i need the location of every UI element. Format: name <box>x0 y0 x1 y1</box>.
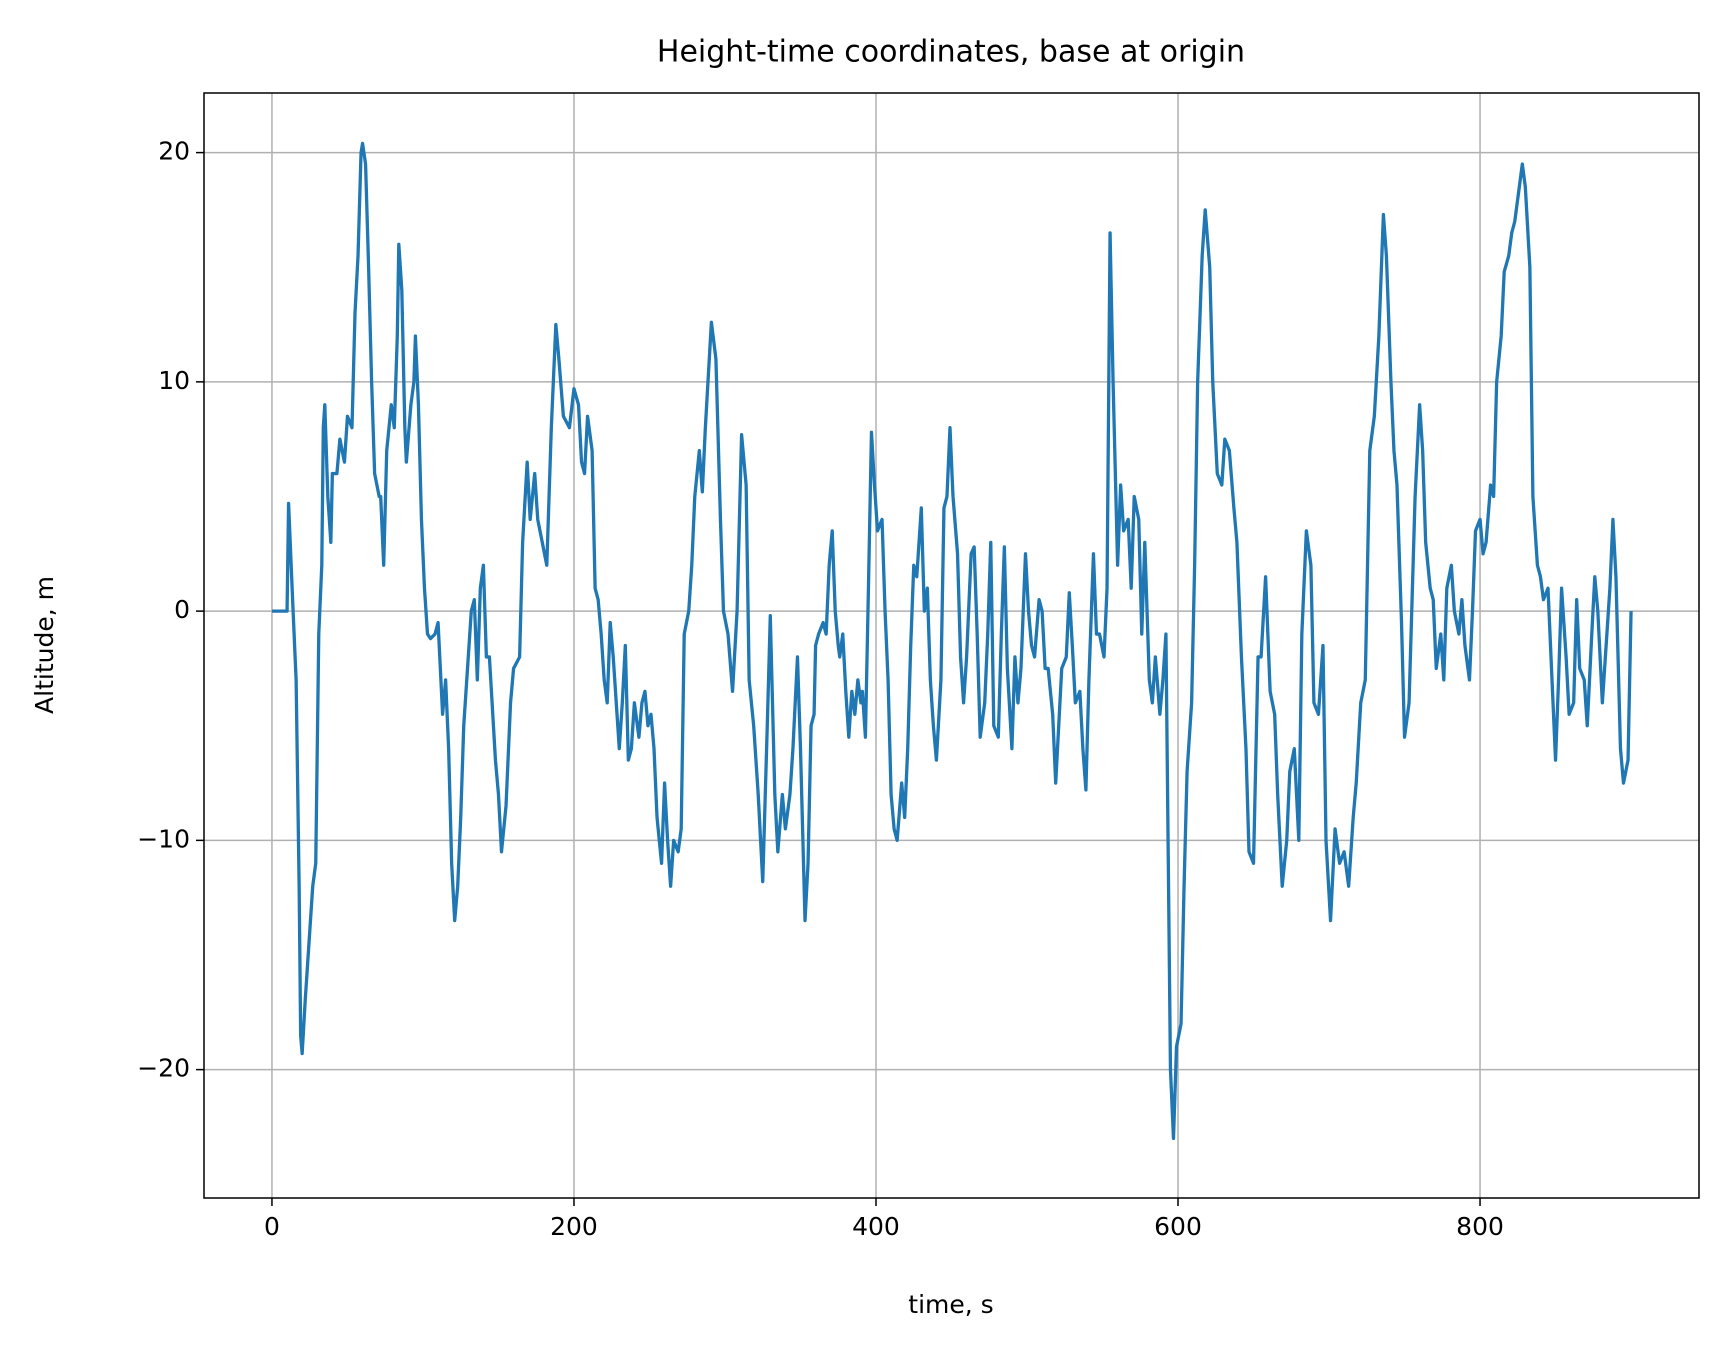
y-tick-label: 0 <box>174 595 190 624</box>
y-tick-label: −10 <box>137 824 190 853</box>
data-line <box>271 141 1633 1141</box>
x-tick-label: 400 <box>852 1212 900 1241</box>
chart-title: Height-time coordinates, base at origin <box>657 35 1245 70</box>
plot-frame <box>203 92 1700 1199</box>
y-tick-label: 10 <box>158 366 190 395</box>
x-tick-label: 800 <box>1456 1212 1504 1241</box>
x-tick-label: 600 <box>1154 1212 1202 1241</box>
y-axis-label: Altitude, m <box>30 576 59 714</box>
y-tick-label: 20 <box>158 137 190 166</box>
y-tick-label: −20 <box>137 1054 190 1083</box>
x-tick-label: 0 <box>264 1212 280 1241</box>
x-tick-label: 200 <box>550 1212 598 1241</box>
x-axis-label: time, s <box>908 1290 993 1319</box>
